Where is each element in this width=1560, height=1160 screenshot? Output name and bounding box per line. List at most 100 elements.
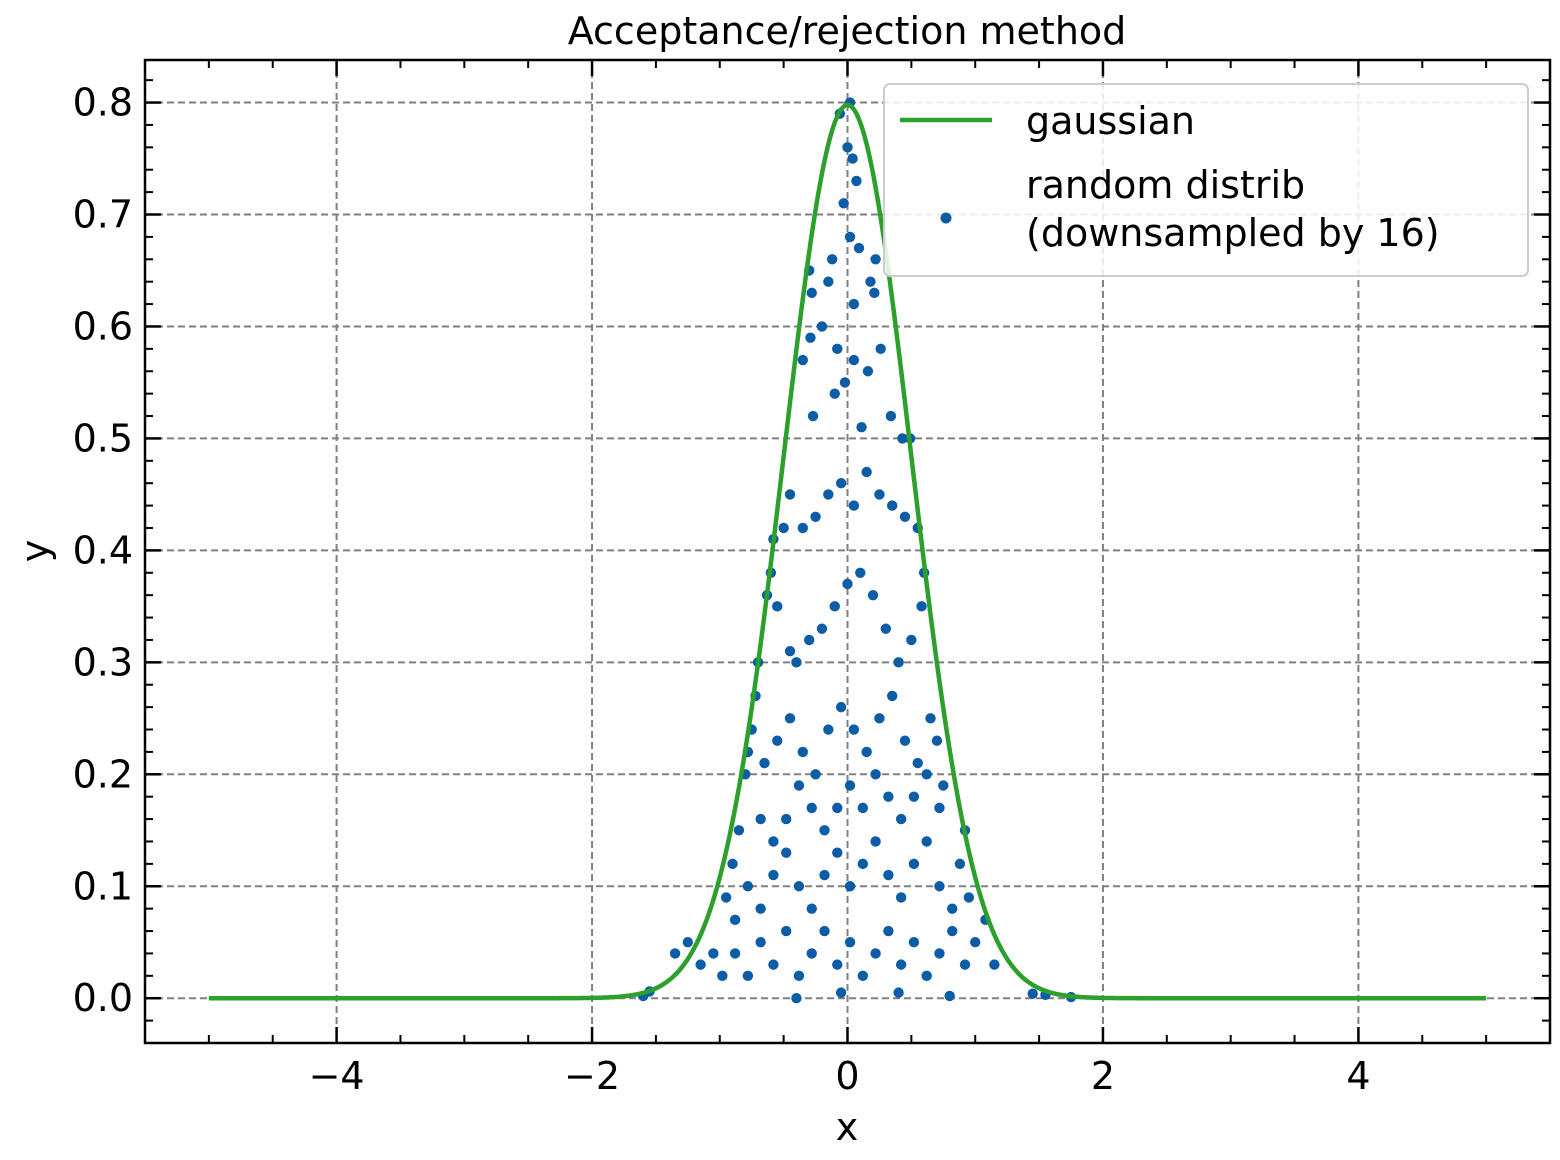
scatter-point	[839, 377, 851, 388]
scatter-point	[970, 937, 981, 948]
scatter-point	[893, 987, 904, 998]
scatter-point	[844, 937, 856, 948]
scatter-point	[729, 914, 741, 926]
scatter-point	[851, 175, 862, 187]
scatter-point	[934, 948, 945, 959]
scatter-point	[857, 858, 869, 870]
scatter-point	[865, 276, 876, 287]
scatter-point	[847, 153, 858, 164]
scatter-point	[862, 366, 874, 377]
scatter-point	[848, 298, 860, 310]
legend-label-random-distrib: random distrib (downsampled by 16)	[1026, 163, 1440, 255]
scatter-point	[870, 254, 881, 265]
scatter-point	[793, 970, 805, 982]
scatter-point	[768, 959, 779, 970]
scatter-point	[870, 836, 881, 847]
scatter-point	[912, 757, 923, 769]
scatter-point	[921, 769, 932, 780]
scatter-point	[772, 601, 783, 612]
scatter-point	[717, 970, 728, 982]
scatter-point	[832, 802, 843, 814]
scatter-point	[810, 511, 821, 522]
scatter-point	[870, 948, 881, 959]
y-tick-label: 0.2	[73, 752, 133, 796]
scatter-point	[768, 869, 779, 881]
scatter-point	[861, 466, 872, 478]
scatter-point	[921, 970, 932, 982]
scatter-point	[768, 836, 779, 847]
scatter-point	[780, 925, 792, 937]
x-tick-labels: −4 −2 0 2 4	[309, 1054, 1371, 1098]
y-tick-label: 0.4	[73, 528, 133, 572]
scatter-point	[947, 925, 958, 937]
scatter-point	[925, 713, 936, 724]
scatter-point	[807, 410, 819, 422]
scatter-point	[899, 511, 911, 522]
scatter-point	[829, 388, 840, 399]
y-axis-label: y	[13, 540, 57, 563]
scatter-point	[954, 858, 966, 870]
scatter-point	[853, 242, 865, 254]
scatter-point	[803, 634, 815, 646]
x-tick-label: −4	[309, 1054, 365, 1098]
scatter-point	[791, 657, 802, 668]
scatter-point	[908, 791, 920, 802]
plot-area	[208, 97, 1487, 1004]
y-tick-label: 0.5	[73, 416, 133, 460]
scatter-point	[819, 869, 830, 881]
scatter-point	[887, 690, 898, 702]
scatter-point	[908, 858, 920, 870]
scatter-point	[874, 713, 885, 724]
scatter-point	[780, 847, 792, 858]
scatter-point	[857, 970, 869, 982]
scatter-point	[916, 601, 927, 612]
legend-label-line: random distrib	[1026, 163, 1305, 207]
scatter-point	[885, 410, 897, 422]
scatter-point	[895, 813, 907, 825]
plot-frame	[143, 58, 1552, 1045]
minor-ticks	[144, 60, 1551, 1044]
scatter-point	[784, 713, 796, 724]
x-tick-label: 0	[835, 1054, 859, 1098]
y-tick-label: 0.3	[73, 640, 133, 684]
scatter-point	[755, 903, 766, 914]
scatter-point	[842, 578, 853, 590]
scatter-point	[874, 489, 885, 500]
y-tick-labels: 0.0 0.1 0.2 0.3 0.4 0.5 0.6 0.7 0.8	[73, 81, 133, 1021]
legend: gaussian random distrib (downsampled by 1…	[883, 83, 1529, 277]
scatter-point	[729, 948, 741, 959]
scatter-point	[720, 892, 732, 903]
scatter-point	[893, 657, 904, 668]
scatter-point	[832, 959, 843, 970]
scatter-point	[755, 813, 766, 825]
scatter-point	[823, 489, 834, 500]
x-tick-label: 2	[1091, 1054, 1115, 1098]
scatter-point	[805, 332, 816, 343]
scatter-point	[793, 780, 805, 791]
scatter-point	[856, 422, 867, 433]
scatter-point	[826, 254, 838, 265]
scatter-point	[832, 847, 843, 858]
scatter-point	[695, 959, 706, 970]
scatter-point	[806, 802, 817, 814]
scatter-point	[887, 500, 898, 511]
legend-box	[883, 83, 1529, 277]
scatter-point	[895, 959, 907, 970]
scatter-point	[875, 343, 886, 355]
scatter-point	[908, 937, 920, 948]
scatter-point	[1027, 988, 1038, 999]
legend-label-gaussian: gaussian	[1026, 99, 1195, 143]
scatter-point	[819, 825, 830, 836]
scatter-point	[829, 601, 840, 612]
x-axis-label: x	[836, 1105, 859, 1149]
scatter-point	[906, 634, 917, 646]
scatter-point	[855, 567, 866, 578]
scatter-point	[806, 948, 817, 959]
scatter-point	[835, 987, 847, 998]
scatter-point	[844, 881, 856, 892]
y-tick-label: 0.8	[73, 81, 133, 125]
y-tick-label: 0.7	[73, 193, 133, 237]
scatter-point	[682, 937, 694, 948]
scatter-point	[780, 813, 792, 825]
